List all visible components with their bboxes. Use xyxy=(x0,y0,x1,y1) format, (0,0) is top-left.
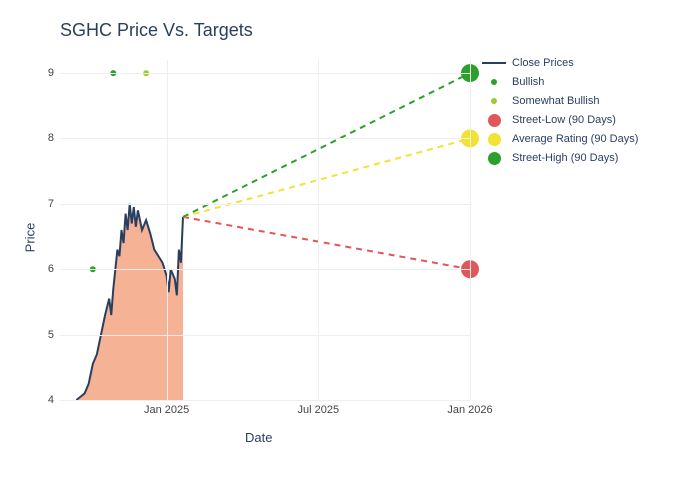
gridline-h xyxy=(60,204,470,205)
gridline-v xyxy=(167,60,168,400)
y-tick-label: 6 xyxy=(48,263,60,275)
legend-dot-icon xyxy=(491,98,497,104)
legend-label: Bullish xyxy=(512,76,544,88)
gridline-h xyxy=(60,400,470,401)
legend-label: Street-Low (90 Days) xyxy=(512,114,616,126)
gridline-h xyxy=(60,269,470,270)
gridline-v xyxy=(318,60,319,400)
legend-item: Close Prices xyxy=(480,55,638,71)
x-tick-label: Jan 2025 xyxy=(144,400,189,416)
gridline-h xyxy=(60,73,470,74)
y-tick-label: 5 xyxy=(48,329,60,341)
legend-item: Average Rating (90 Days) xyxy=(480,131,638,147)
gridline-v xyxy=(470,60,471,400)
street-low-projection-line xyxy=(183,217,470,269)
legend-dot-icon xyxy=(488,133,501,146)
x-tick-label: Jul 2025 xyxy=(298,400,340,416)
chart-title: SGHC Price Vs. Targets xyxy=(60,20,253,41)
y-tick-label: 4 xyxy=(48,394,60,406)
y-tick-label: 8 xyxy=(48,132,60,144)
legend-label: Average Rating (90 Days) xyxy=(512,133,638,145)
chart-area: 456789Jan 2025Jul 2025Jan 2026 xyxy=(60,60,470,400)
legend-dot-icon xyxy=(488,114,501,127)
legend-item: Street-High (90 Days) xyxy=(480,150,638,166)
x-axis-label: Date xyxy=(245,430,272,445)
legend-item: Street-Low (90 Days) xyxy=(480,112,638,128)
legend-item: Somewhat Bullish xyxy=(480,93,638,109)
x-tick-label: Jan 2026 xyxy=(447,400,492,416)
street-high-projection-line xyxy=(183,73,470,217)
gridline-h xyxy=(60,138,470,139)
legend-line-icon xyxy=(482,62,506,64)
gridline-h xyxy=(60,335,470,336)
y-tick-label: 7 xyxy=(48,198,60,210)
y-tick-label: 9 xyxy=(48,67,60,79)
legend-item: Bullish xyxy=(480,74,638,90)
average-rating-projection-line xyxy=(183,138,470,216)
legend-label: Street-High (90 Days) xyxy=(512,152,618,164)
legend-label: Somewhat Bullish xyxy=(512,95,599,107)
legend-dot-icon xyxy=(488,152,501,165)
y-axis-label: Price xyxy=(22,223,37,253)
legend-label: Close Prices xyxy=(512,57,574,69)
legend-dot-icon xyxy=(491,79,497,85)
legend: Close Prices Bullish Somewhat Bullish Stree… xyxy=(480,55,638,169)
